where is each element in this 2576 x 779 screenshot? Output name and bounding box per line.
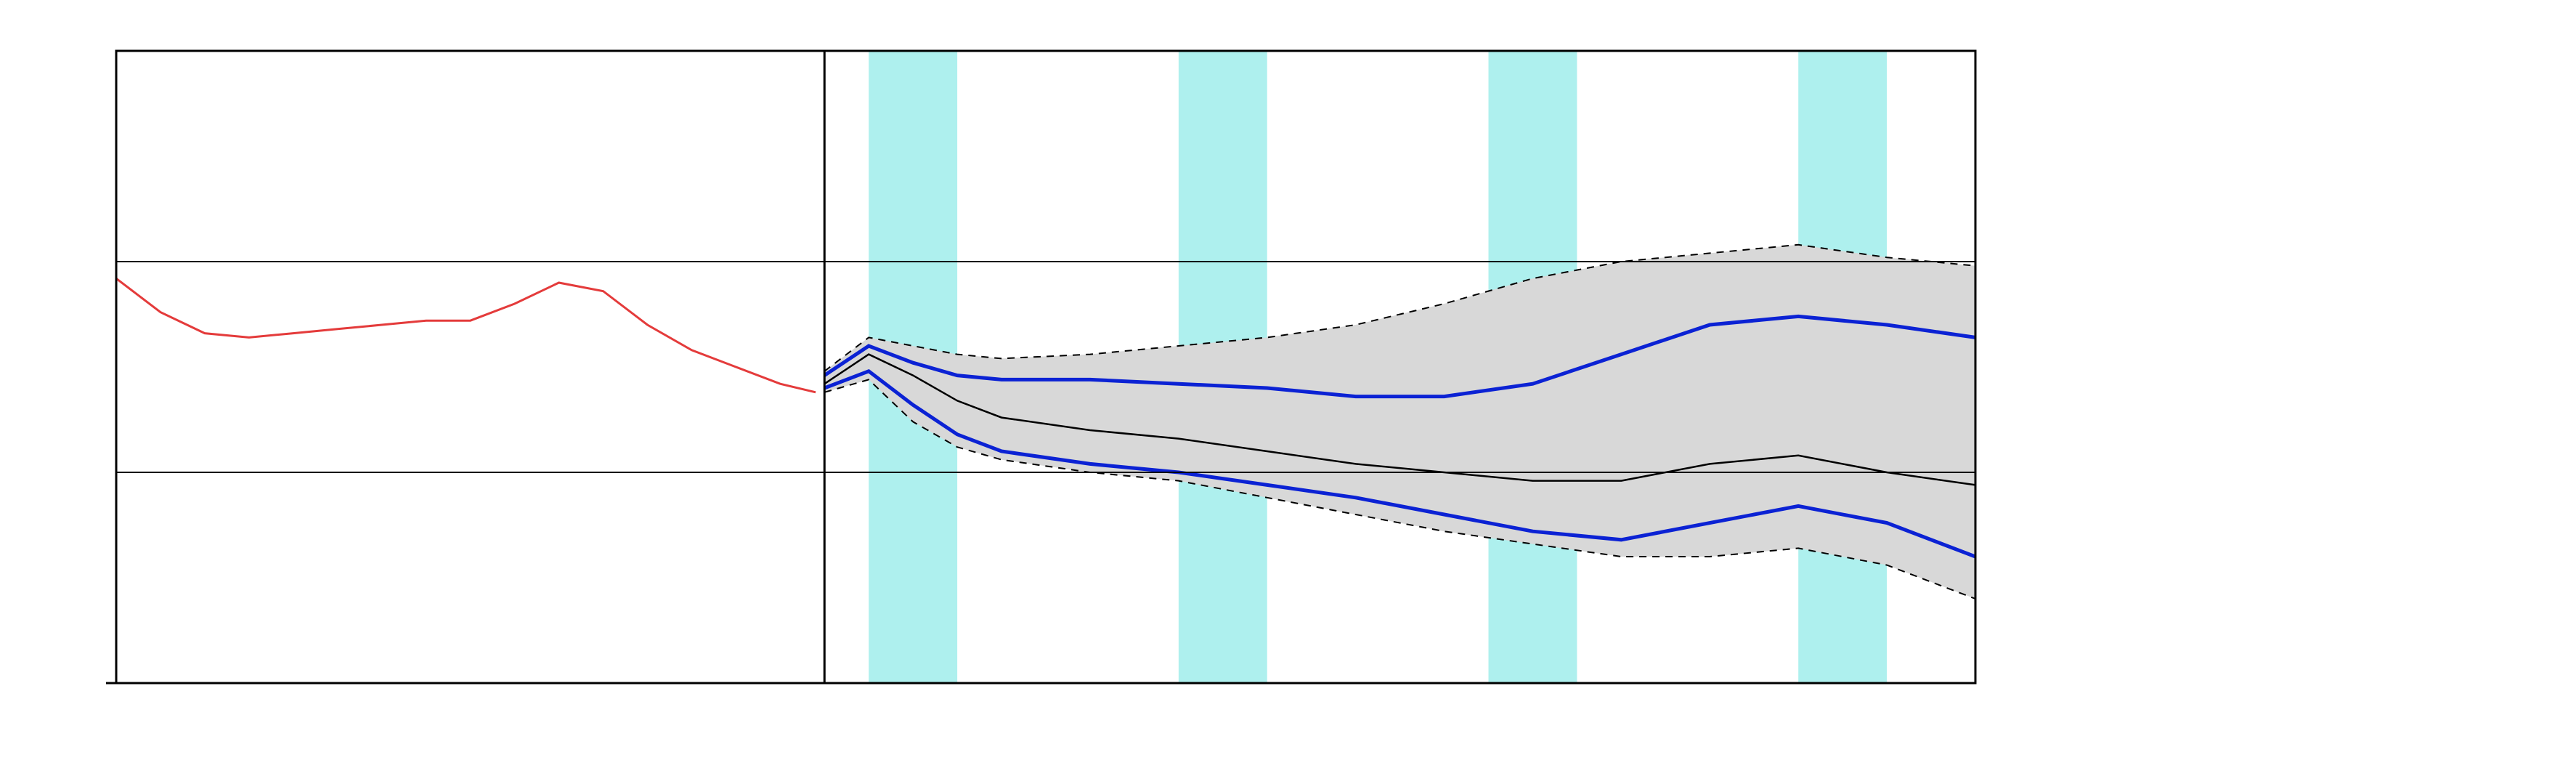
observed-line	[116, 278, 816, 392]
forecast-band-5-95	[824, 245, 1975, 599]
